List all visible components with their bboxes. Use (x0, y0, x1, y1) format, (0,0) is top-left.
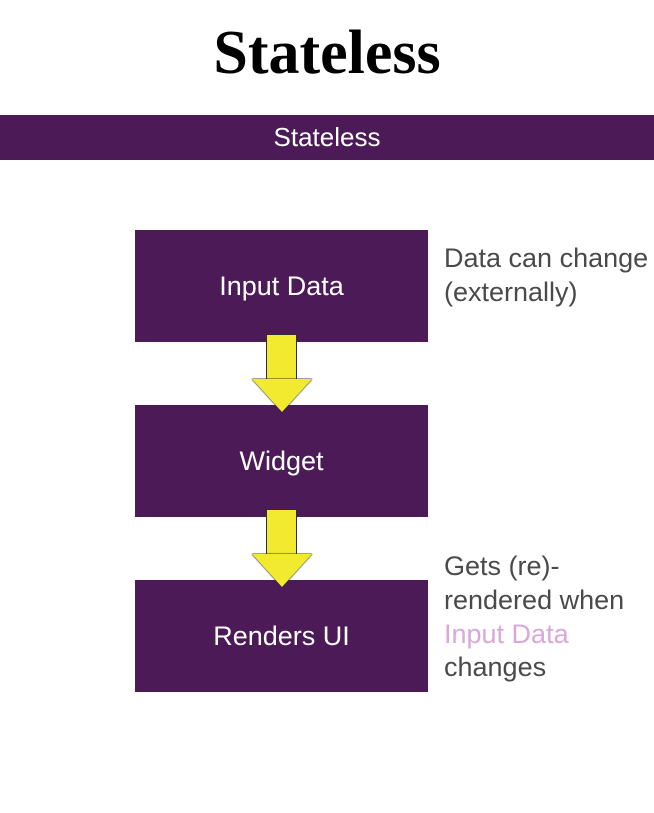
annotation-highlight: Input Data (444, 619, 569, 649)
annotation-text: changes (444, 652, 546, 682)
arrow-head (252, 379, 312, 412)
node-label: Renders UI (213, 621, 350, 652)
annotation-text: Data can change (externally) (444, 243, 648, 307)
annotation-render: Gets (re)-rendered when Input Data chang… (444, 550, 654, 685)
arrow-shaft (266, 334, 297, 381)
annotation-text: Gets (re)-rendered when (444, 551, 624, 615)
header-bar: Stateless (0, 115, 654, 160)
node-label: Input Data (219, 271, 344, 302)
annotation-input: Data can change (externally) (444, 242, 649, 310)
header-bar-label: Stateless (274, 122, 381, 152)
node-input-data: Input Data (135, 230, 428, 342)
node-widget: Widget (135, 405, 428, 517)
arrow-head (252, 554, 312, 587)
arrow-shaft (266, 509, 297, 556)
node-renders-ui: Renders UI (135, 580, 428, 692)
page-title: Stateless (0, 0, 654, 115)
node-label: Widget (239, 446, 323, 477)
